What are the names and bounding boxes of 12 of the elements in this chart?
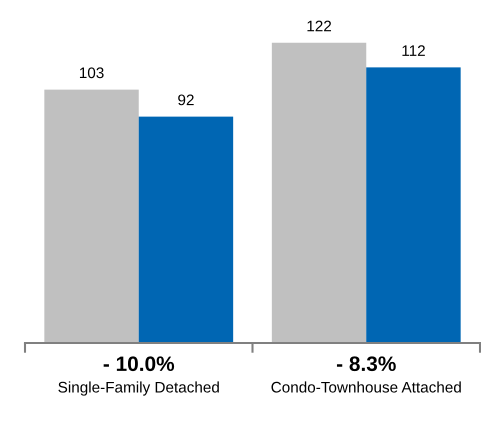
bar — [44, 90, 139, 343]
bar — [272, 42, 366, 343]
data-label: 103 — [80, 67, 104, 78]
data-label: 122 — [307, 20, 332, 32]
x-tick-label: Single-Family Detached — [58, 381, 219, 396]
bar — [366, 67, 461, 343]
data-label: 92 — [178, 94, 194, 106]
data-label: 112 — [402, 45, 425, 56]
bar — [138, 116, 234, 343]
x-tick-label: Condo-Townhouse Attached — [271, 381, 461, 393]
text: - 10.0% — [104, 356, 174, 372]
text: - 8.3% — [336, 356, 396, 372]
